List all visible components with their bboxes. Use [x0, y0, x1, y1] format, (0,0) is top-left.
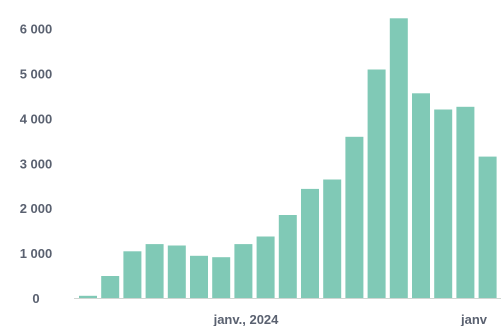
bar [345, 136, 364, 298]
bar [367, 69, 386, 298]
bar [101, 276, 120, 298]
bar [145, 244, 164, 298]
y-tick-label: 6 000 [20, 22, 53, 37]
bar-series [79, 18, 497, 299]
bar [256, 236, 275, 298]
bar [234, 244, 253, 298]
bar [478, 156, 497, 298]
bar [323, 179, 342, 298]
bar [79, 295, 97, 298]
bar [123, 251, 142, 298]
x-axis-ticks: janv., 2024 janv [213, 312, 488, 326]
y-tick-label: 1 000 [20, 246, 53, 261]
y-tick-label: 3 000 [20, 156, 53, 171]
x-tick-label-jan-2024: janv., 2024 [213, 312, 280, 326]
y-tick-label: 4 000 [20, 111, 53, 126]
bar [456, 106, 475, 298]
bar [190, 255, 208, 298]
bar [412, 93, 430, 298]
x-tick-label-jan-next: janv [460, 312, 488, 326]
bar [434, 109, 453, 298]
y-tick-label: 2 000 [20, 201, 53, 216]
bar [389, 18, 408, 299]
bar [167, 245, 186, 298]
y-tick-label: 0 [32, 291, 39, 306]
bar [278, 215, 297, 298]
y-axis-ticks: 0 1 000 2 000 3 000 4 000 5 000 6 000 [20, 22, 53, 306]
y-tick-label: 5 000 [20, 67, 53, 82]
bar [301, 188, 319, 298]
bar [212, 257, 231, 298]
